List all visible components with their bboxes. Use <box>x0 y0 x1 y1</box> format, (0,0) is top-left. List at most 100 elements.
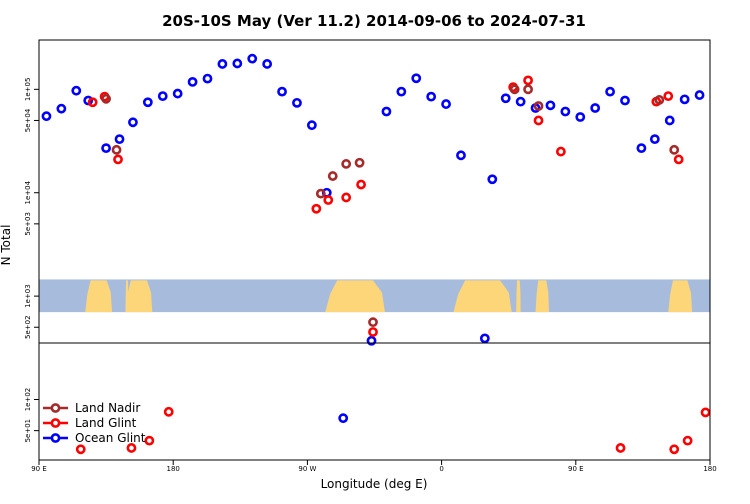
land-nadir-point <box>341 159 352 169</box>
land-glint-point <box>533 115 544 126</box>
ocean-glint-point <box>636 143 647 154</box>
land-glint-point <box>87 97 98 108</box>
legend-swatch-marker <box>50 403 61 413</box>
land-glint-point <box>323 195 334 205</box>
land-nadir-point <box>368 317 378 328</box>
ocean-glint-point <box>381 106 392 117</box>
x-tick-label: 0 <box>439 465 443 473</box>
land-nadir-point <box>523 84 533 95</box>
ocean-glint-point <box>441 99 451 109</box>
x-axis-ticks: 90 E 180 90 W 0 90 E 180 <box>31 460 717 473</box>
land-glint-point <box>682 435 693 446</box>
ocean-glint-point <box>187 76 198 87</box>
ocean-glint-point <box>114 134 125 145</box>
land-nadir-point <box>327 171 338 181</box>
land-mass <box>453 280 512 313</box>
legend-label: Land Glint <box>75 416 137 430</box>
land-glint-point <box>113 154 123 165</box>
y-tick-label: 5e+04 <box>24 108 32 132</box>
land-glint-point <box>673 154 684 165</box>
ocean-glint-point <box>172 88 183 99</box>
ocean-glint-point <box>575 112 586 122</box>
ocean-glint-point <box>649 134 660 145</box>
land-glint-point <box>341 192 352 203</box>
land-glint-point <box>663 91 674 102</box>
ocean-glint-point <box>590 103 601 113</box>
ocean-glint-point <box>292 97 302 108</box>
ocean-glint-point <box>202 73 213 84</box>
x-tick-label: 90 E <box>568 465 584 473</box>
ocean-glint-point <box>56 103 67 114</box>
land-glint-point <box>144 435 155 446</box>
ocean-glint-point <box>41 111 52 122</box>
ocean-glint-point <box>560 106 571 117</box>
ocean-glint-point <box>664 115 675 126</box>
land-glint-point <box>700 407 711 418</box>
ocean-glint-point <box>366 335 377 346</box>
y-axis-ticks: 5e+01 1e+02 5e+02 1e+03 5e+03 1e+04 5e+04 1e+05 <box>24 78 39 443</box>
land-mass <box>668 280 693 313</box>
ocean-glint-point <box>479 333 490 344</box>
land-nadir-point <box>315 188 326 199</box>
ocean-glint-point <box>456 150 466 161</box>
x-tick-label: 90 E <box>31 465 47 473</box>
world-map-band <box>39 279 710 313</box>
ocean-glint-point <box>679 94 690 105</box>
ocean-glint-point <box>426 91 437 102</box>
x-axis-label: Longitude (deg E) <box>321 477 428 491</box>
y-tick-label: 1e+02 <box>24 388 32 412</box>
ocean-glint-point <box>247 53 258 64</box>
land-nadir-point <box>669 144 680 155</box>
land-nadir-point <box>654 95 665 105</box>
y-tick-label: 1e+03 <box>24 284 32 308</box>
ocean-glint-point <box>71 85 82 96</box>
land-glint-point <box>356 179 366 190</box>
ocean-glint-point <box>411 73 422 84</box>
y-tick-label: 5e+03 <box>24 212 32 236</box>
ocean-glint-point <box>157 91 168 102</box>
ocean-glint-point <box>545 100 556 111</box>
x-tick-label: 90 W <box>298 465 316 473</box>
ocean-glint-point <box>694 90 705 100</box>
ocean-glint-point <box>128 117 138 128</box>
legend-swatch-marker <box>50 433 61 443</box>
legend-label: Ocean Glint <box>75 431 146 445</box>
y-tick-label: 1e+04 <box>24 180 32 204</box>
ocean-glint-point <box>232 58 243 69</box>
ocean-glint-point <box>487 174 498 185</box>
land-mass <box>516 280 521 313</box>
y-tick-label: 1e+05 <box>24 78 32 102</box>
land-nadir-point <box>533 101 544 111</box>
land-glint-point <box>523 75 533 86</box>
ocean-glint-point <box>500 93 511 104</box>
land-mass <box>125 280 153 313</box>
land-mass <box>535 280 549 313</box>
ocean-glint-point <box>338 413 349 424</box>
ocean-glint-point <box>262 59 273 69</box>
y-tick-label: 5e+01 <box>24 419 32 443</box>
ocean-glint-point <box>277 86 287 97</box>
land-glint-point <box>126 443 137 453</box>
land-nadir-point <box>509 84 520 95</box>
land-mass <box>325 280 385 313</box>
plot-frame <box>38 39 711 461</box>
land-glint-point <box>368 327 378 337</box>
ocean-glint-point <box>605 86 615 97</box>
land-nadir-point <box>111 144 122 155</box>
ocean-glint-point <box>515 96 526 107</box>
land-glint-point <box>615 443 626 453</box>
ocean-glint-point <box>142 97 153 108</box>
ocean-glint-point <box>396 86 407 97</box>
x-tick-label: 180 <box>703 465 716 473</box>
land-glint-point <box>163 406 174 417</box>
legend-swatch-marker <box>50 418 61 428</box>
x-tick-label: 180 <box>167 465 180 473</box>
land-nadir-point <box>354 157 365 168</box>
land-glint-point <box>75 444 86 455</box>
ocean-glint-point <box>306 120 317 131</box>
data-points <box>41 53 711 455</box>
ocean-glint-point <box>620 95 630 106</box>
ocean-glint-point <box>101 143 111 154</box>
